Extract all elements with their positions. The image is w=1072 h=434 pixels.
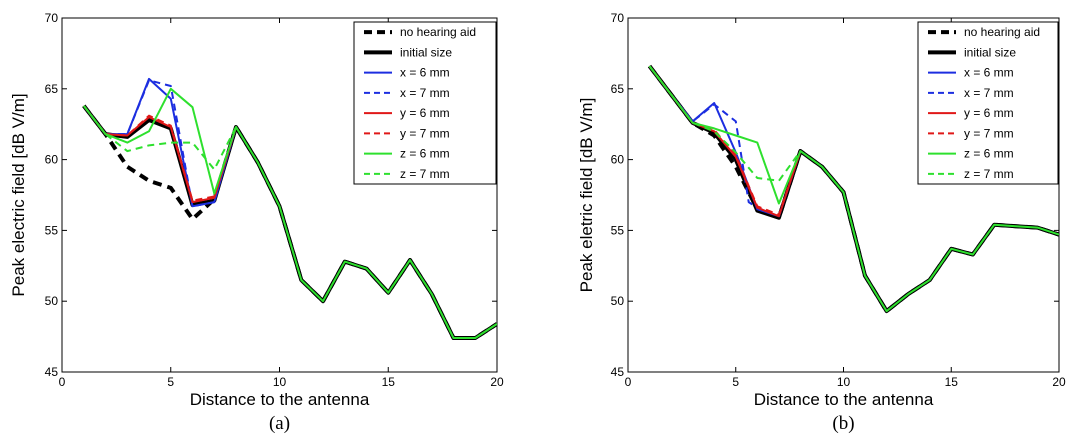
legend-label: x = 6 mm: [964, 66, 1014, 80]
subfigure-caption: (b): [832, 413, 854, 434]
series-line-z-6-mm: [648, 65, 1059, 313]
y-tick-label: 60: [611, 153, 625, 167]
chart-panel-b: 0 5 10 15 20 45 50 55 60 65 70 no hearing aid initia…: [577, 11, 1066, 434]
y-axis-label: Peak eletric field [dB V/m]: [577, 98, 596, 293]
legend-label: z = 6 mm: [964, 147, 1014, 161]
legend-label: initial size: [964, 45, 1016, 59]
x-tick-label: 5: [167, 375, 174, 389]
x-axis-label: Distance to the antenna: [754, 390, 934, 409]
legend-label: y = 6 mm: [400, 106, 450, 120]
x-tick-label: 10: [837, 375, 851, 389]
x-tick-label: 10: [273, 375, 287, 389]
legend-label: x = 6 mm: [400, 66, 450, 80]
legend-label: y = 7 mm: [400, 126, 450, 140]
x-tick-label: 20: [1052, 375, 1066, 389]
y-tick-label: 65: [611, 82, 625, 96]
x-tick-label: 0: [59, 375, 66, 389]
legend-label: z = 7 mm: [400, 167, 450, 181]
series-group: [82, 77, 497, 340]
x-tick-label: 0: [625, 375, 632, 389]
y-tick-label: 45: [611, 365, 625, 379]
legend-label: x = 7 mm: [400, 86, 450, 100]
x-tick-label: 15: [945, 375, 959, 389]
legend-label: no hearing aid: [964, 25, 1040, 39]
x-tick-label: 5: [732, 375, 739, 389]
legend-box: [353, 21, 497, 185]
y-tick-label: 50: [611, 294, 625, 308]
legend-label: no hearing aid: [400, 25, 476, 39]
y-tick-label: 55: [45, 223, 59, 237]
series-group: [647, 64, 1059, 314]
chart-panel-a: 0 5 10 15 20 45 50 55 60 65 70 no hearing aid initia…: [9, 11, 504, 434]
series-line-z-6-mm: [83, 87, 497, 339]
series-line-z-7-mm: [83, 105, 237, 171]
legend-label: y = 6 mm: [964, 106, 1014, 120]
legend-label: x = 7 mm: [964, 86, 1014, 100]
y-tick-label: 65: [45, 82, 59, 96]
y-tick-label: 60: [45, 153, 59, 167]
legend-label: y = 7 mm: [964, 126, 1014, 140]
series-line-z-7-mm: [648, 65, 802, 182]
x-axis-label: Distance to the antenna: [190, 390, 370, 409]
x-tick-label: 20: [490, 375, 504, 389]
legend: no hearing aid initial size x = 6 mm x = 7 …: [353, 21, 497, 185]
y-tick-label: 45: [45, 365, 59, 379]
y-axis-label: Peak electric field [dB V/m]: [9, 93, 28, 296]
legend-box: [917, 21, 1059, 185]
legend-label: z = 6 mm: [400, 147, 450, 161]
y-tick-label: 55: [611, 223, 625, 237]
y-tick-label: 50: [45, 294, 59, 308]
y-tick-label: 70: [45, 11, 59, 25]
legend: no hearing aid initial size x = 6 mm x = 7 …: [917, 21, 1059, 185]
y-tick-label: 70: [611, 11, 625, 25]
series-line-y-7-mm: [83, 105, 237, 202]
subfigure-caption: (a): [269, 413, 290, 434]
legend-label: initial size: [400, 45, 452, 59]
legend-label: z = 7 mm: [964, 167, 1014, 181]
x-tick-label: 15: [382, 375, 396, 389]
